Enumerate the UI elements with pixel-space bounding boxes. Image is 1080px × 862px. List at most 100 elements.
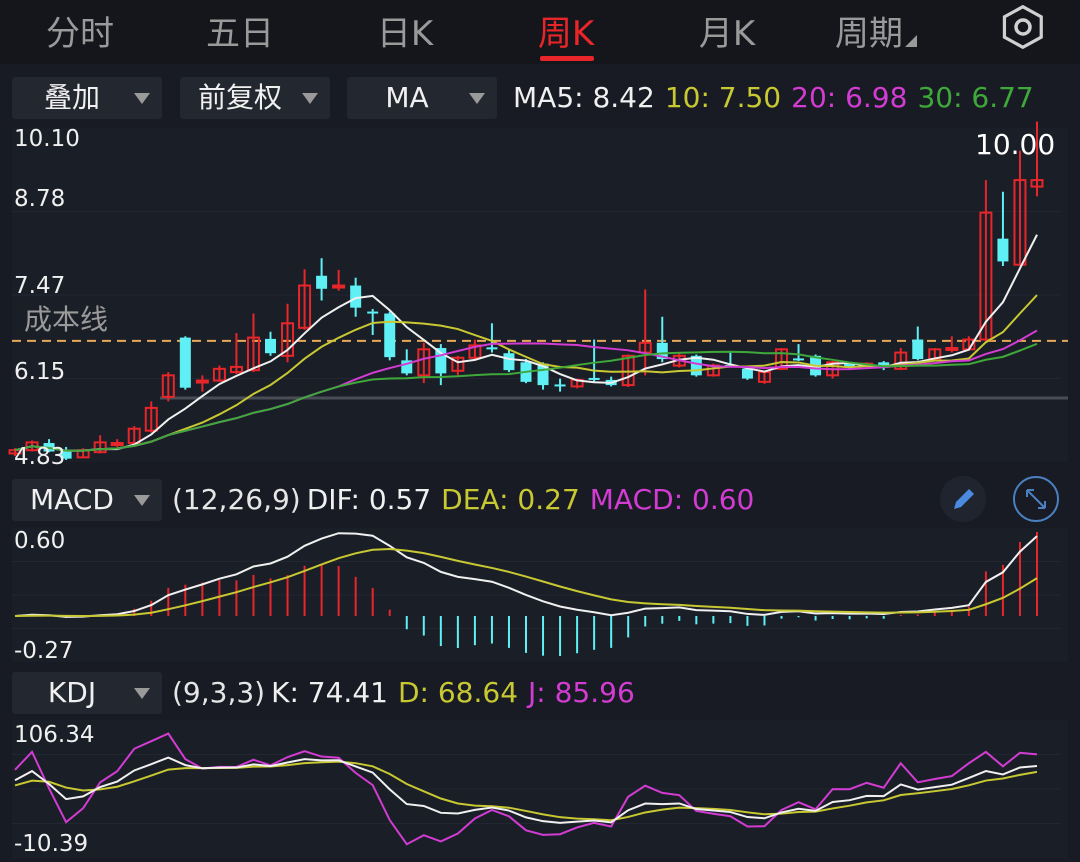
candle-down [912,339,924,360]
max-price-label: 10.00 [975,128,1056,161]
kdj-axis-bottom: -10.39 [14,831,89,857]
tab-daily-k[interactable]: 日K [376,14,434,54]
dea-line [14,547,1038,618]
candle-up [93,441,107,454]
active-tab-indicator [540,56,594,61]
j-value: J: 85.96 [528,676,635,709]
settings-hexagon-icon[interactable] [998,4,1048,50]
candle-down [179,337,191,388]
expand-button[interactable] [1013,476,1059,522]
candle-down [60,450,72,459]
price-axis-label: 7.47 [14,273,66,299]
candle-down [265,338,276,354]
period-tabs: 分时 五日 日K 周K 月K 周期 [0,0,1080,64]
indicator-dropdown[interactable]: MA [347,77,497,119]
macd-params: (12,26,9) [172,483,301,516]
price-axis-label: 10.10 [14,126,80,152]
triangle-icon [905,35,917,47]
candle-up [417,348,431,377]
candle-down [878,362,890,368]
ma10-line [14,294,1038,452]
candle-up [1013,179,1027,266]
price-axis-label: 8.78 [14,186,66,212]
candle-down [793,358,805,361]
candle-up [298,284,312,329]
candle-down [741,368,753,379]
tab-intraday[interactable]: 分时 [46,14,114,54]
candle-down [350,285,362,308]
candle-up [212,367,226,382]
pencil-icon [954,489,974,509]
candle-up [775,348,788,370]
candle-up [621,354,635,387]
d-value: D: 68.64 [397,676,519,709]
ma20-value: 20: 6.98 [791,81,908,114]
candle-up [451,356,465,372]
candle-down [401,360,413,374]
k-line [14,756,1038,824]
tab-period-dropdown[interactable]: 周期 [835,6,917,55]
candle-up [894,351,908,370]
dea-value: DEA: 0.27 [441,483,580,516]
candle-down [486,347,498,350]
dif-value: DIF: 0.57 [306,483,432,516]
candle-up [468,344,482,359]
chevron-down-icon [134,93,150,104]
adjust-dropdown[interactable]: 前复权 [180,77,330,119]
candle-down [435,348,447,374]
ma30-line [14,342,1038,452]
candle-up [281,322,295,357]
tab-period-label: 周期 [835,14,903,54]
d-line [14,760,1038,822]
dif-line [14,532,1038,618]
price-axis-label: 6.15 [14,359,66,385]
ma-legend: MA5: 8.42 10: 7.50 20: 6.98 30: 6.77 [513,77,1044,119]
kdj-params: (9,3,3) [172,676,266,709]
candle-up [229,365,243,374]
candle-up [979,211,993,341]
ma10-value: 10: 7.50 [664,81,782,114]
candle-down [844,363,856,368]
candle-down [503,353,515,371]
candle-up [127,427,141,445]
candle-up [332,284,346,289]
candle-down [316,275,328,289]
price-axis-label: 4.83 [14,444,66,470]
candle-up [161,374,175,398]
k-value: K: 74.41 [271,676,388,709]
cost-line-label: 成本线 [24,303,109,336]
macd-dropdown[interactable]: MACD [12,479,162,521]
chevron-down-icon [302,93,318,104]
tab-monthly-k[interactable]: 月K [698,14,756,54]
candle-down [690,355,702,376]
candle-down [588,377,600,380]
tab-five-day[interactable]: 五日 [206,14,274,54]
tab-weekly-k[interactable]: 周K [537,14,595,54]
candle-up [246,336,260,372]
macd-axis-top: 0.60 [14,528,66,554]
indicator-label: MA [385,81,429,114]
candle-down [367,311,379,314]
ma5-value: MA5: 8.42 [513,81,655,114]
overlay-dropdown[interactable]: 叠加 [12,77,162,119]
macd-legend: (12,26,9) DIF: 0.57 DEA: 0.27 MACD: 0.60 [172,479,764,521]
j-line [14,732,1038,846]
macd-value: MACD: 0.60 [589,483,755,516]
candle-down [384,313,396,358]
macd-selector-label: MACD [30,483,114,516]
macd-axis-bottom: -0.27 [14,638,74,664]
candle-down [997,238,1009,262]
candle-up [1030,179,1044,188]
edit-button[interactable] [940,476,986,522]
kdj-selector-label: KDJ [47,676,97,709]
kdj-legend: (9,3,3) K: 74.41 D: 68.64 J: 85.96 [172,672,645,714]
chevron-down-icon [134,495,150,506]
kdj-dropdown[interactable]: KDJ [12,672,162,714]
candle-down [537,363,549,386]
candle-down [656,342,668,360]
candle-up [945,347,959,352]
candle-up [195,379,209,384]
candle-up [110,442,124,447]
adjust-label: 前复权 [197,81,282,114]
